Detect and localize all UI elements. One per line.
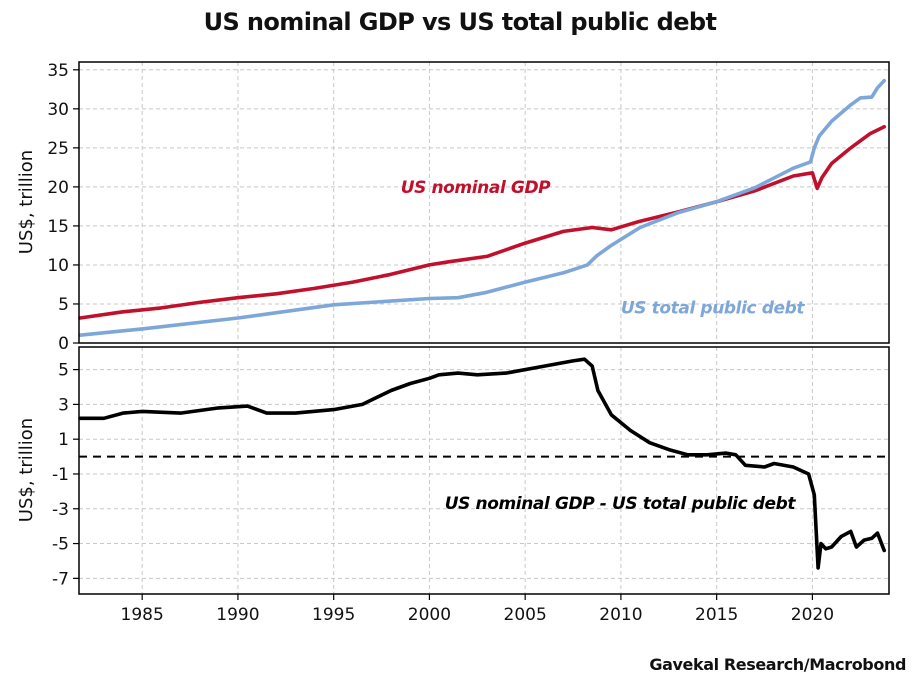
panel-frame [78,61,890,344]
source-credit: Gavekal Research/Macrobond [649,655,906,674]
series-annotation: US nominal GDP - US total public debt [445,494,797,514]
x-tick-label: 1995 [312,605,355,625]
y-tick-label: 20 [47,178,69,198]
x-tick-label: 2020 [791,605,834,625]
y-tick-label: -5 [52,535,69,555]
series-line-us-nominal-gdp [78,125,886,320]
panel-frame [78,346,890,595]
x-tick-label: 2010 [599,605,642,625]
y-tick-label: 0 [58,334,69,354]
x-tick-label: 1985 [121,605,164,625]
y-axis-label: US$, trillion [16,418,37,522]
y-tick-label: 5 [58,295,69,315]
x-tick-label: 2005 [504,605,547,625]
y-tick-label: 3 [58,395,69,415]
y-tick-label: 25 [47,139,69,159]
x-tick-label: 2015 [695,605,738,625]
y-tick-label: -7 [52,569,69,589]
y-tick-label: 10 [47,256,69,276]
series-line-us-total-public-debt [78,78,886,337]
panel-difference: -7 -5 -3 -1 1 3 5 US$, trillion US nominal GDP -… [16,346,890,625]
y-axis-label: US$, trillion [16,150,37,254]
y-tick-label: 15 [47,217,69,237]
y-tick-label: 30 [47,100,69,120]
y-tick-label: 5 [58,361,69,381]
y-tick-label: 35 [47,61,69,81]
series-line-us-nominal-gdp-us-total-public-debt [78,357,886,570]
x-tick-label: 1990 [216,605,259,625]
chart-title: US nominal GDP vs US total public debt [203,8,717,36]
x-tick-label: 2000 [408,605,451,625]
panel-levels: 0 5 10 15 20 25 30 35 US$, trillion US nominal GD… [16,61,890,354]
y-tick-label: -3 [52,500,69,520]
series-annotation: US nominal GDP [401,178,551,198]
y-tick-label: -1 [52,465,69,485]
series-annotation: US total public debt [621,298,805,318]
y-tick-label: 1 [58,430,69,450]
